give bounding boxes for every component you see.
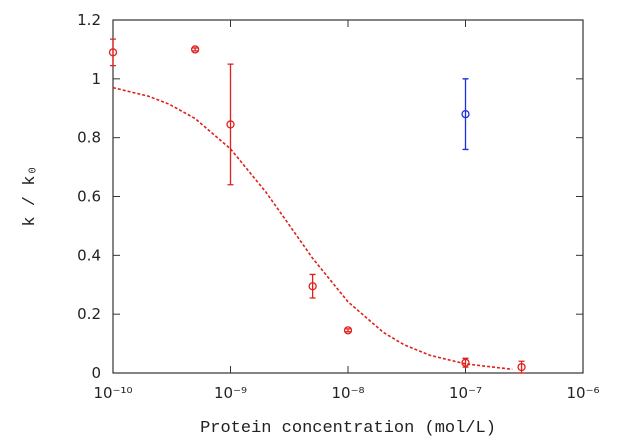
error-bar — [309, 273, 316, 299]
y-tick-label: 0 — [91, 364, 101, 382]
y-tick-label: 0.4 — [77, 246, 101, 264]
data-point — [517, 362, 526, 372]
x-axis-title: Protein concentration (mol/L) — [200, 419, 496, 438]
error-bar — [227, 63, 234, 186]
plot-frame — [112, 19, 584, 374]
error-bar — [110, 38, 116, 67]
y-tick-label: 0.6 — [77, 188, 101, 206]
data-point — [108, 48, 118, 57]
y-tick-label: 1 — [91, 70, 101, 88]
data-point — [190, 45, 200, 54]
data-point — [226, 120, 235, 129]
x-tick-label: 10⁻⁸ — [331, 384, 364, 402]
error-bar — [462, 78, 469, 151]
x-tick-label: 10⁻⁹ — [214, 384, 247, 402]
x-tick-label: 10⁻⁷ — [449, 384, 482, 402]
y-tick-label: 0.2 — [77, 305, 101, 323]
x-tick-label: 10⁻⁶ — [566, 384, 599, 402]
x-tick-label: 10⁻¹⁰ — [93, 384, 132, 402]
y-tick-label: 0.8 — [77, 129, 101, 147]
y-tick-label: 1.2 — [77, 11, 101, 29]
error-bar — [345, 328, 351, 333]
data-point — [343, 326, 353, 335]
data-point — [461, 109, 470, 119]
data-point — [461, 358, 470, 367]
error-bar — [192, 47, 199, 52]
fit-curve — [112, 86, 513, 371]
y-axis-title: k / k₀ — [21, 165, 40, 226]
data-point — [308, 282, 317, 291]
